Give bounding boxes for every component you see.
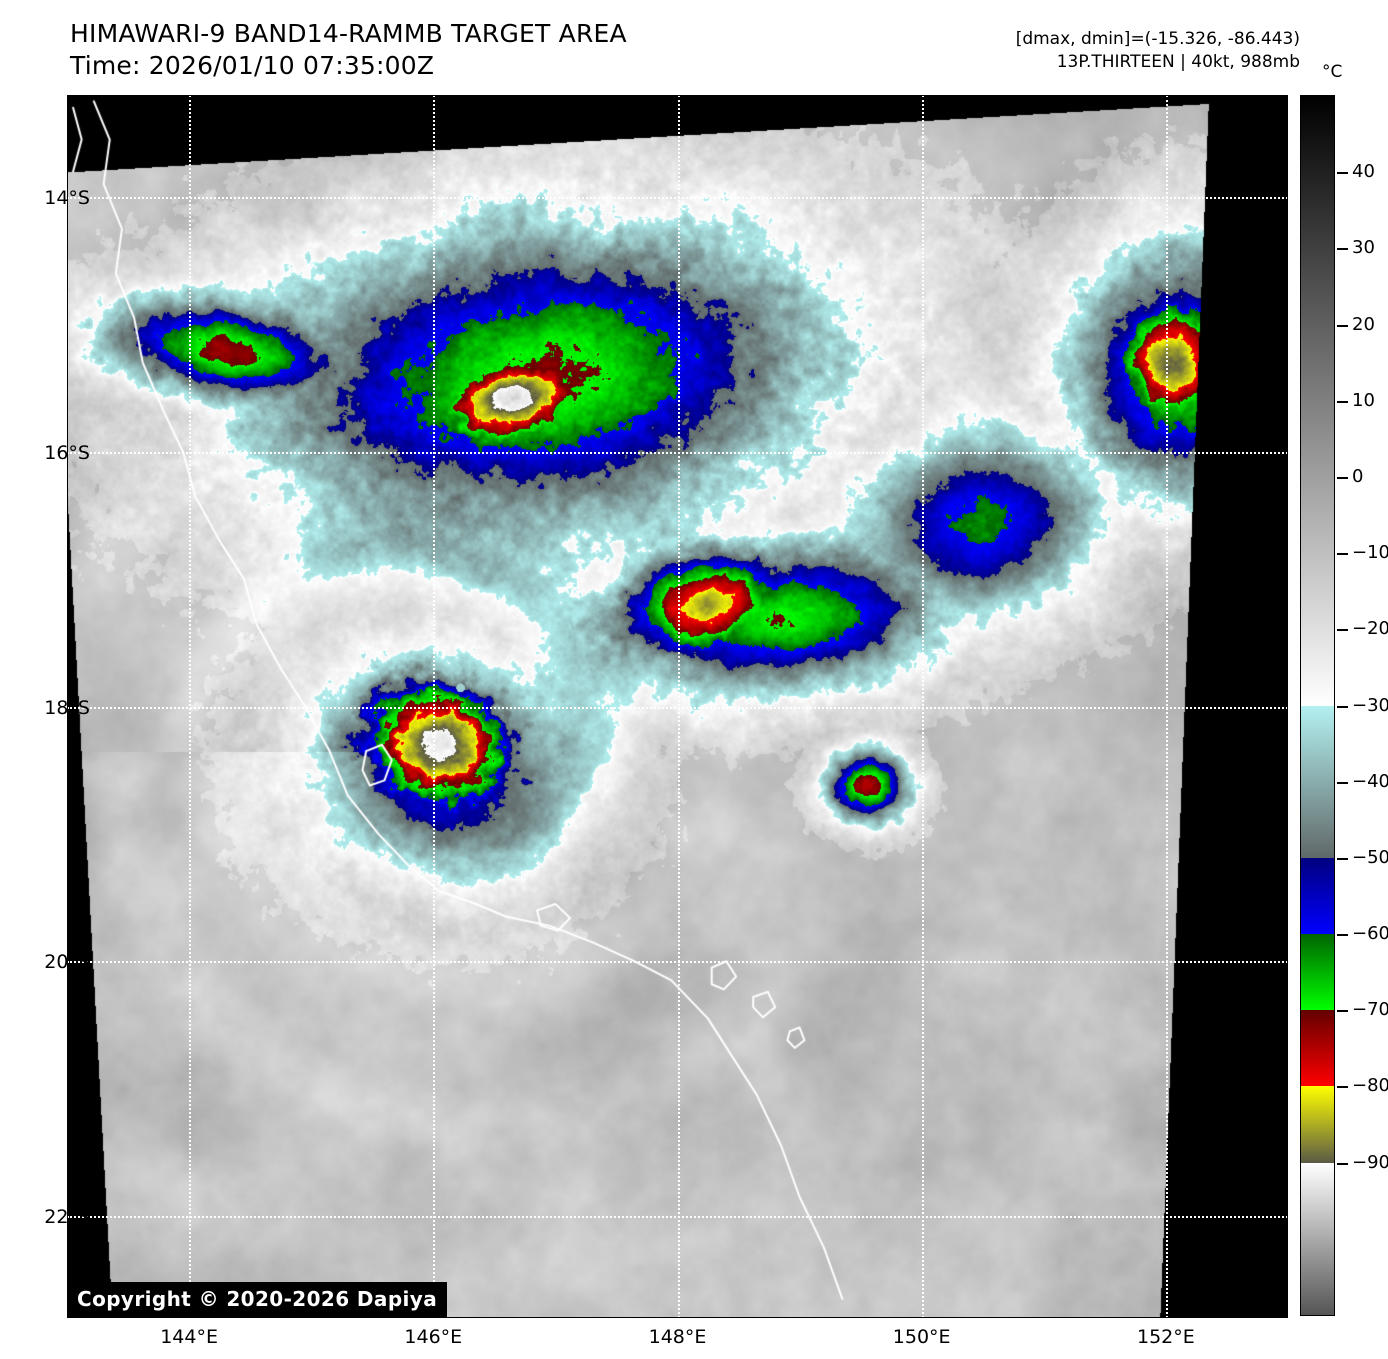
timestamp: Time: 2026/01/10 07:35:00Z [70, 51, 435, 80]
lon-tick-label: 146°E [404, 1326, 463, 1348]
satellite-ir-image [67, 95, 1288, 1318]
colorbar-tick [1337, 1162, 1348, 1165]
colorbar-tick-label: −80 [1352, 1075, 1388, 1097]
colorbar-tick-label: 10 [1352, 389, 1375, 411]
colorbar-tick [1337, 476, 1348, 479]
colorbar-segment-red-band [1301, 1010, 1334, 1087]
colorbar-tick-label: 30 [1352, 237, 1375, 259]
colorbar-tick [1337, 705, 1348, 708]
colorbar-tick [1337, 857, 1348, 860]
copyright-notice: Copyright © 2020-2026 Dapiya [67, 1282, 448, 1318]
header-left: HIMAWARI-9 BAND14-RAMMB TARGET AREA Time… [70, 18, 627, 82]
colorbar-tick [1337, 934, 1348, 937]
colorbar-tick-label: −30 [1352, 694, 1388, 716]
colorbar-unit-label: °C [1322, 62, 1343, 82]
colorbar-tick [1337, 1010, 1348, 1013]
colorbar-tick-label: −20 [1352, 618, 1388, 640]
colorbar-segment-warm-grayscale [1301, 96, 1334, 706]
storm-info: 13P.THIRTEEN | 40kt, 988mb [1056, 52, 1300, 72]
colorbar-tick-label: 40 [1352, 161, 1375, 183]
colorbar-tick [1337, 553, 1348, 556]
colorbar-tick-label: −10 [1352, 542, 1388, 564]
colorbar-tick [1337, 172, 1348, 175]
lat-tick-label: 14°S [44, 186, 90, 209]
lon-tick-label: 144°E [160, 1326, 218, 1348]
lon-tick-label: 148°E [648, 1326, 707, 1348]
satellite-map[interactable]: Copyright © 2020-2026 Dapiya [67, 95, 1288, 1318]
colorbar-tick [1337, 781, 1348, 784]
temperature-colorbar[interactable] [1300, 95, 1335, 1316]
colorbar-tick-label: 20 [1352, 313, 1375, 335]
colorbar-tick [1337, 248, 1348, 251]
colorbar-tick [1337, 400, 1348, 403]
colorbar-segment-blue-band [1301, 857, 1334, 935]
lat-tick-label: 20°S [44, 951, 90, 974]
colorbar-tick [1337, 324, 1348, 327]
colorbar-tick [1337, 1086, 1348, 1089]
page-title: HIMAWARI-9 BAND14-RAMMB TARGET AREA [70, 19, 627, 48]
lat-tick-label: 22°S [44, 1206, 90, 1229]
colorbar-segment-green-band [1301, 934, 1334, 1011]
colorbar-segment-yellow-band [1301, 1086, 1334, 1163]
colorbar-tick [1337, 629, 1348, 632]
colorbar-tick-label: −60 [1352, 923, 1388, 945]
lat-tick-label: 18°S [44, 696, 90, 719]
colorbar-tick-label: 0 [1352, 465, 1364, 487]
colorbar-segment-cyan-band [1301, 705, 1334, 858]
colorbar-tick-label: −40 [1352, 770, 1388, 792]
lon-tick-label: 152°E [1137, 1326, 1195, 1348]
header-right: [dmax, dmin]=(-15.326, -86.443) 13P.THIR… [1016, 28, 1300, 74]
colorbar-segment-cold-grayscale [1301, 1162, 1334, 1315]
colorbar-tick-label: −50 [1352, 846, 1388, 868]
colorbar-tick-label: −90 [1352, 1151, 1388, 1173]
colorbar-tick-label: −70 [1352, 999, 1388, 1021]
dmax-dmin-readout: [dmax, dmin]=(-15.326, -86.443) [1015, 29, 1300, 49]
lat-tick-label: 16°S [44, 441, 90, 464]
lon-tick-label: 150°E [892, 1326, 951, 1348]
